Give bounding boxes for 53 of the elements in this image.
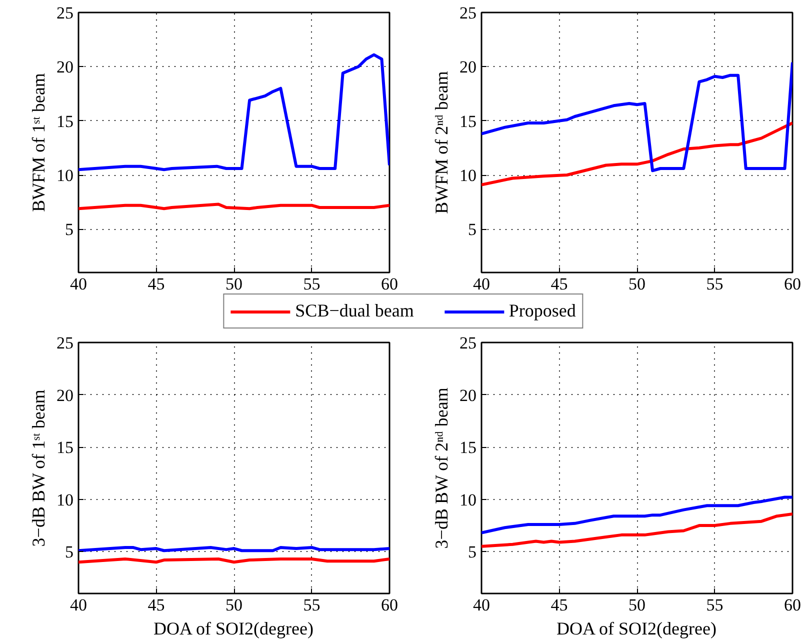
y-tick-label: 25 bbox=[56, 4, 74, 22]
y-tick-label: 10 bbox=[460, 166, 476, 185]
x-tick-label: 45 bbox=[148, 596, 165, 614]
x-tick-label: 60 bbox=[784, 596, 801, 614]
x-tick-label: 60 bbox=[784, 274, 801, 294]
x-axis-title: DOA of SOI2(degree) bbox=[154, 618, 314, 638]
x-tick-label: 50 bbox=[226, 596, 242, 614]
y-axis-title: 3−dB BW of 1ˢᵗ beam bbox=[28, 390, 48, 547]
x-tick-label: 45 bbox=[550, 596, 568, 614]
line-series bbox=[78, 53, 390, 172]
x-tick-label: 45 bbox=[148, 274, 165, 294]
y-tick-label: 5 bbox=[468, 220, 476, 240]
y-tick-label: 15 bbox=[56, 112, 74, 131]
y-tick-label: 5 bbox=[65, 220, 74, 240]
line-series bbox=[482, 512, 792, 548]
legend-label: SCB−dual beam bbox=[295, 300, 414, 322]
y-axis-title: BWFM of 1ˢᵗ beam bbox=[28, 73, 48, 212]
x-tick-label: 50 bbox=[226, 274, 242, 294]
x-tick-label: 50 bbox=[628, 274, 646, 294]
y-axis-title: 3−dB BW of 2ⁿᵈ beam bbox=[432, 388, 452, 549]
x-tick-label: 60 bbox=[381, 596, 398, 614]
y-tick-label: 15 bbox=[460, 112, 476, 131]
y-tick-label: 20 bbox=[56, 386, 74, 405]
y-tick-label: 25 bbox=[460, 334, 476, 352]
x-tick-label: 60 bbox=[381, 274, 398, 294]
line-series bbox=[482, 496, 792, 534]
y-tick-label: 20 bbox=[56, 58, 74, 77]
x-tick-label: 45 bbox=[550, 274, 568, 294]
y-tick-label: 10 bbox=[56, 490, 74, 510]
x-axis-title: DOA of SOI2(degree) bbox=[556, 618, 716, 638]
x-tick-label: 50 bbox=[628, 596, 646, 614]
x-tick-label: 55 bbox=[303, 596, 320, 614]
y-axis-title: BWFM of 2ⁿᵈ beam bbox=[432, 71, 452, 214]
y-tick-label: 10 bbox=[460, 490, 476, 510]
y-tick-label: 25 bbox=[56, 334, 74, 352]
x-tick-label: 55 bbox=[303, 274, 320, 294]
y-tick-label: 20 bbox=[460, 386, 476, 405]
y-tick-label: 15 bbox=[460, 438, 476, 458]
y-tick-label: 5 bbox=[65, 542, 74, 562]
x-tick-label: 55 bbox=[706, 274, 724, 294]
y-tick-label: 15 bbox=[56, 438, 74, 458]
line-series bbox=[482, 122, 792, 186]
x-tick-label: 40 bbox=[70, 596, 87, 614]
y-tick-label: 10 bbox=[56, 166, 74, 185]
x-tick-label: 55 bbox=[706, 596, 724, 614]
x-tick-label: 40 bbox=[70, 274, 87, 294]
y-tick-label: 25 bbox=[460, 4, 476, 22]
y-tick-label: 5 bbox=[468, 542, 476, 562]
x-tick-label: 40 bbox=[473, 274, 490, 294]
x-tick-label: 40 bbox=[473, 596, 490, 614]
legend-label: Proposed bbox=[508, 300, 576, 322]
y-tick-label: 20 bbox=[460, 58, 476, 77]
line-series bbox=[482, 60, 792, 172]
